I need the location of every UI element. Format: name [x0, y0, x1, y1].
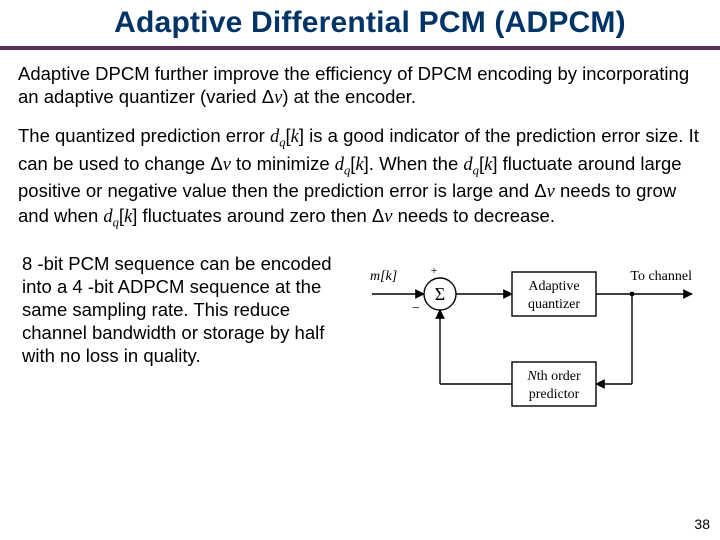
- p2-c: to minimize: [231, 153, 335, 174]
- svg-text:predictor: predictor: [529, 387, 580, 402]
- p1-c: ) at the encoder.: [282, 86, 416, 107]
- p2-kk2: k: [355, 155, 363, 175]
- p2-v1: v: [223, 155, 231, 175]
- svg-text:m[k]: m[k]: [370, 269, 397, 284]
- svg-text:Nth order: Nth order: [526, 369, 581, 384]
- svg-text:To channel: To channel: [630, 269, 692, 284]
- p2-h: needs to decrease.: [392, 205, 555, 226]
- paragraph-2: The quantized prediction error dq[k] is …: [18, 124, 702, 231]
- p2-dq4: d: [103, 207, 112, 227]
- svg-text:−: −: [412, 301, 420, 316]
- svg-text:Σ: Σ: [435, 284, 445, 304]
- p2-dq3: d: [463, 155, 472, 175]
- svg-text:+: +: [431, 263, 438, 277]
- lower-text: 8 -bit PCM sequence can be encoded into …: [22, 252, 362, 368]
- p2-dq1: d: [270, 127, 279, 147]
- p2-v2: v: [547, 182, 555, 202]
- p2-g: fluctuates around zero then Δ: [137, 205, 384, 226]
- svg-text:Adaptive: Adaptive: [528, 279, 579, 294]
- p2-kk1: k: [291, 127, 299, 147]
- adpcm-diagram: m[k] Σ + − Adaptive quantizer To channel Nth or…: [362, 252, 714, 427]
- paragraph-1: Adaptive DPCM further improve the effici…: [18, 62, 702, 110]
- p2-d: . When the: [369, 153, 464, 174]
- p2-a: The quantized prediction error: [18, 125, 270, 146]
- p2-dq2: d: [335, 155, 344, 175]
- page-number: 38: [694, 516, 710, 532]
- svg-text:quantizer: quantizer: [528, 297, 580, 312]
- slide-title: Adaptive Differential PCM (ADPCM): [60, 6, 680, 40]
- title-rule: [0, 46, 720, 50]
